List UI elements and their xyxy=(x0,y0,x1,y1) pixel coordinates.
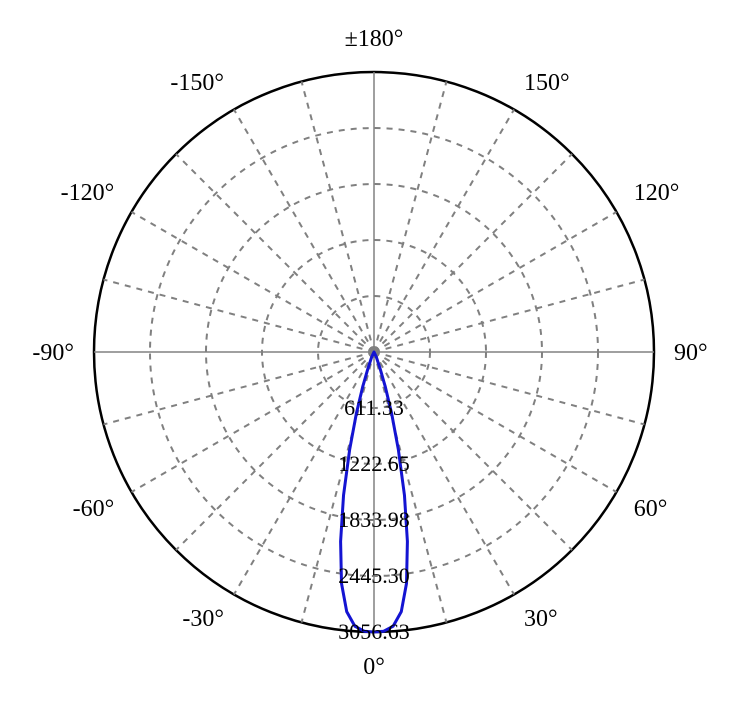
radial-label: 3056.63 xyxy=(338,619,410,644)
radial-label: 1222.65 xyxy=(338,451,410,476)
radial-label: 1833.98 xyxy=(338,507,410,532)
angle-label: -120° xyxy=(61,180,115,206)
angle-label: 60° xyxy=(634,496,668,522)
angle-label: -60° xyxy=(73,496,115,522)
radial-label: 2445.30 xyxy=(338,563,410,588)
angle-label: 30° xyxy=(524,606,558,632)
angle-label: ±180° xyxy=(345,26,404,52)
angle-label: 150° xyxy=(524,70,570,96)
angle-label: 90° xyxy=(674,340,708,366)
angle-label: -90° xyxy=(32,340,74,366)
angle-label: 120° xyxy=(634,180,680,206)
angle-label: -150° xyxy=(170,70,224,96)
polar-chart: ±180° 150° 120° 90° 60° 30° 0° -30° -60° -90° -120… xyxy=(0,0,749,704)
angle-label: -30° xyxy=(182,606,224,632)
angle-label: 0° xyxy=(363,654,385,680)
radial-label: 611.33 xyxy=(344,395,404,420)
